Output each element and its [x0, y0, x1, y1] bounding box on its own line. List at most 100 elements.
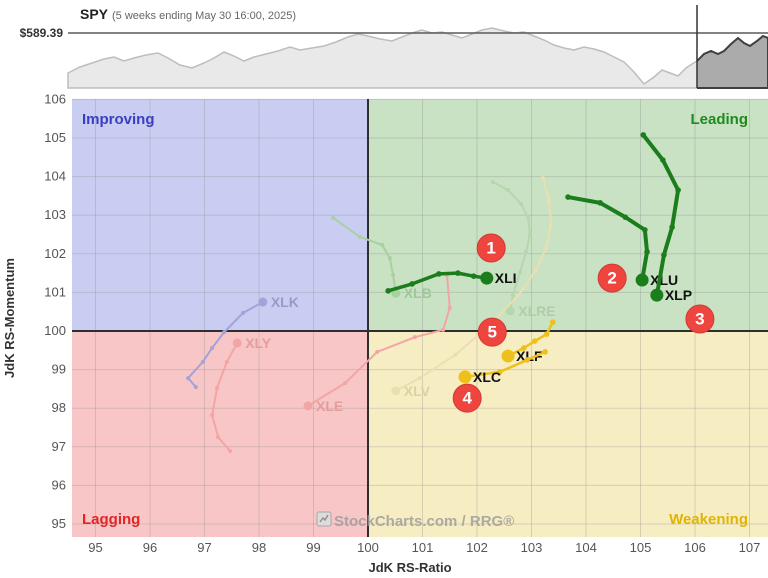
- y-tick-label-104: 104: [44, 169, 66, 184]
- ticker-trail-dot: [565, 194, 571, 200]
- ticker-trail-dot: [186, 376, 191, 381]
- ticker-trail-dot: [675, 187, 681, 193]
- ticker-trail-dot: [521, 345, 527, 351]
- ticker-head-dot[interactable]: [501, 349, 515, 363]
- ticker-xlf[interactable]: XLF: [501, 319, 556, 364]
- ticker-head-dot[interactable]: [303, 401, 313, 411]
- ticker-trail-dot: [542, 349, 548, 355]
- ticker-xli[interactable]: XLI: [385, 270, 517, 294]
- ticker-trail-dot: [193, 384, 198, 389]
- y-tick-label-105: 105: [44, 130, 66, 145]
- ticker-xlb[interactable]: XLB: [331, 215, 432, 301]
- annotation-badges-layer: 1 2 3 4 5: [452, 233, 715, 413]
- ticker-trail-dot: [210, 345, 215, 350]
- ticker-head-dot[interactable]: [505, 306, 515, 316]
- ticker-trail-dot: [224, 359, 229, 364]
- x-axis-title: JdK RS-Ratio: [368, 560, 451, 575]
- spy-sparkline: SPY (5 weeks ending May 30 16:00, 2025) …: [0, 0, 768, 94]
- ticker-trail-dot: [518, 269, 523, 274]
- ticker-trail-dot: [544, 246, 549, 251]
- ticker-label-xlc: XLC: [473, 369, 501, 385]
- ticker-trail-dot: [343, 381, 348, 386]
- ticker-trail-dot: [453, 352, 458, 357]
- x-tick-label-101: 101: [412, 540, 434, 555]
- y-tick-label-102: 102: [44, 246, 66, 261]
- annotation-badge-5: 5: [477, 317, 507, 347]
- ticker-trail-dot: [506, 188, 511, 193]
- spy-area-history: [67, 27, 697, 89]
- ticker-trail-dot: [331, 215, 336, 220]
- ticker-label-xlu: XLU: [650, 272, 678, 288]
- ticker-trail-dot: [490, 180, 495, 185]
- ticker-trail-dot: [660, 157, 666, 163]
- ticker-trail-dot: [387, 256, 392, 261]
- ticker-head-dot[interactable]: [258, 297, 268, 307]
- spy-range-subtitle: (5 weeks ending May 30 16:00, 2025): [112, 10, 296, 22]
- ticker-trail: [641, 132, 681, 298]
- ticker-trail-dot: [436, 271, 442, 277]
- annotation-badge-2: 2: [597, 263, 627, 293]
- quadrant-label-lagging: Lagging: [82, 511, 140, 528]
- ticker-head-dot[interactable]: [635, 273, 649, 287]
- ticker-label-xlf: XLF: [516, 348, 543, 364]
- ticker-trail-dot: [515, 293, 520, 298]
- watermark-text: StockCharts.com / RRG®: [334, 513, 514, 530]
- y-tick-label-106: 106: [44, 91, 66, 106]
- ticker-head-dot[interactable]: [458, 370, 472, 384]
- spy-area-highlighted-window: [697, 34, 768, 89]
- x-tick-label-95: 95: [88, 540, 102, 555]
- stockcharts-watermark: StockCharts.com / RRG®: [316, 511, 514, 530]
- x-tick-label-106: 106: [684, 540, 706, 555]
- ticker-head-dot[interactable]: [391, 386, 401, 396]
- ticker-trail-dot: [222, 330, 227, 335]
- ticker-label-xly: XLY: [245, 335, 272, 351]
- ticker-head-dot[interactable]: [650, 288, 664, 302]
- badge-number: 3: [695, 310, 704, 329]
- ticker-trail-dot: [597, 200, 603, 206]
- y-tick-label-99: 99: [52, 362, 66, 377]
- ticker-trail-dot: [524, 249, 529, 254]
- badge-circle: [476, 233, 506, 263]
- ticker-head-dot[interactable]: [480, 271, 494, 285]
- stockcharts-logo-chart-glyph: [319, 514, 329, 523]
- quadrant-label-improving: Improving: [82, 111, 155, 128]
- quadrant-leading-bg: [368, 99, 768, 331]
- ticker-trail-dot: [470, 273, 477, 279]
- ticker-trail-dot: [540, 176, 545, 181]
- x-tick-label-103: 103: [521, 540, 543, 555]
- ticker-trail-dot: [549, 222, 554, 227]
- ticker-trail-dot: [640, 132, 647, 138]
- y-tick-label-96: 96: [52, 477, 66, 492]
- ticker-trail-dot: [546, 198, 551, 203]
- badge-number: 4: [462, 389, 472, 408]
- ticker-trail-dot: [216, 435, 221, 440]
- ticker-label-xlk: XLK: [271, 294, 299, 310]
- ticker-trail-dot: [531, 338, 538, 344]
- badge-circle: [477, 317, 507, 347]
- x-tick-label-96: 96: [143, 540, 157, 555]
- ticker-xlc[interactable]: XLC: [458, 349, 548, 385]
- ticker-xlu[interactable]: XLU: [565, 194, 678, 288]
- ticker-trail-dot: [380, 242, 385, 247]
- ticker-label-xli: XLI: [495, 270, 517, 286]
- ticker-xly[interactable]: XLY: [210, 335, 272, 454]
- y-axis-title: JdK RS-Momentum: [2, 258, 17, 378]
- ticker-xle[interactable]: XLE: [303, 273, 452, 414]
- ticker-xlp[interactable]: XLP: [640, 132, 692, 303]
- ticker-trail-dot: [357, 234, 362, 239]
- ticker-trail-dot: [375, 349, 380, 354]
- x-tick-label-107: 107: [739, 540, 761, 555]
- ticker-xlre[interactable]: XLRE: [490, 180, 556, 319]
- ticker-trail: [332, 216, 397, 295]
- ticker-label-xle: XLE: [316, 398, 343, 414]
- ticker-xlk[interactable]: XLK: [186, 294, 299, 389]
- spy-price-label: $589.39: [20, 26, 64, 40]
- ticker-trail-dot: [391, 273, 396, 278]
- ticker-head-dot[interactable]: [232, 338, 242, 348]
- ticker-trail-dot: [644, 249, 650, 255]
- ticker-trail-dot: [549, 319, 556, 325]
- quadrant-label-weakening: Weakening: [669, 511, 748, 528]
- y-tick-label-95: 95: [52, 516, 66, 531]
